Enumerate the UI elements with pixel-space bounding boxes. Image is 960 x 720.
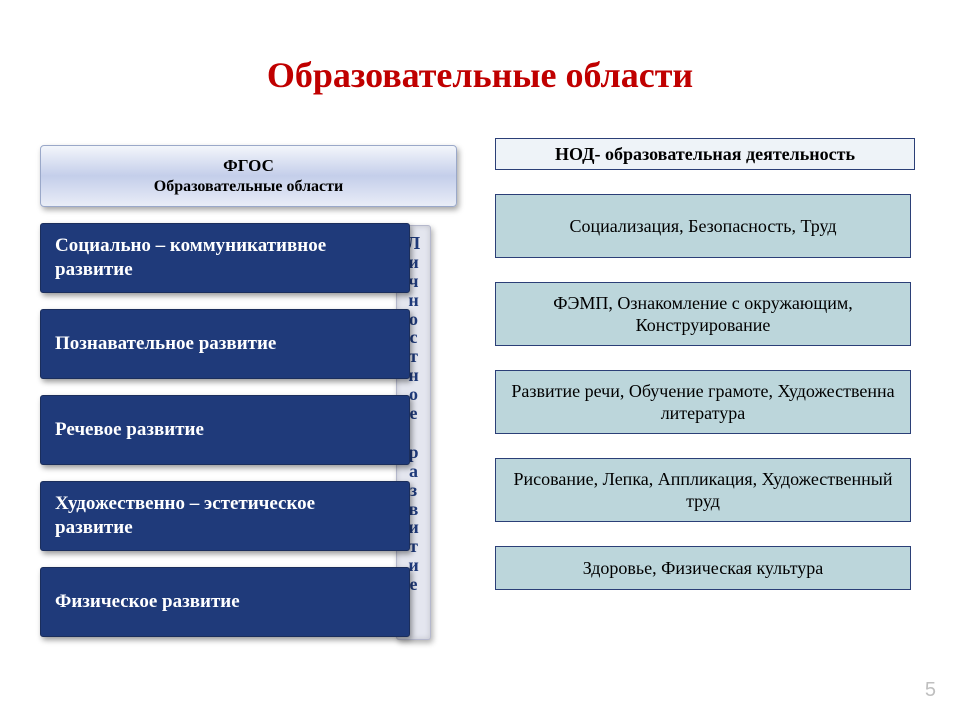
right-column: НОД- образовательная деятельность Социал… xyxy=(495,138,915,590)
fgos-header-line2: Образовательные области xyxy=(154,177,343,198)
left-item-4: Художественно – эстетическое развитие xyxy=(40,481,410,551)
right-item-2: ФЭМП, Ознакомление с окружающим, Констру… xyxy=(495,282,911,346)
left-item-2: Познавательное развитие xyxy=(40,309,410,379)
slide-title: Образовательные области xyxy=(0,54,960,96)
right-item-5: Здоровье, Физическая культура xyxy=(495,546,911,590)
right-item-4: Рисование, Лепка, Аппликация, Художестве… xyxy=(495,458,911,522)
fgos-header: ФГОС Образовательные области xyxy=(40,145,457,207)
left-item-1: Социально – коммуникативное развитие xyxy=(40,223,410,293)
nod-header: НОД- образовательная деятельность xyxy=(495,138,915,170)
left-column: ФГОС Образовательные области Социально –… xyxy=(40,145,455,637)
page-number: 5 xyxy=(925,679,936,702)
right-item-1: Социализация, Безопасность, Труд xyxy=(495,194,911,258)
fgos-header-line1: ФГОС xyxy=(223,155,274,177)
left-item-3: Речевое развитие xyxy=(40,395,410,465)
right-item-3: Развитие речи, Обучение грамоте, Художес… xyxy=(495,370,911,434)
slide: Образовательные области ФГОС Образовател… xyxy=(0,0,960,720)
left-item-5: Физическое развитие xyxy=(40,567,410,637)
